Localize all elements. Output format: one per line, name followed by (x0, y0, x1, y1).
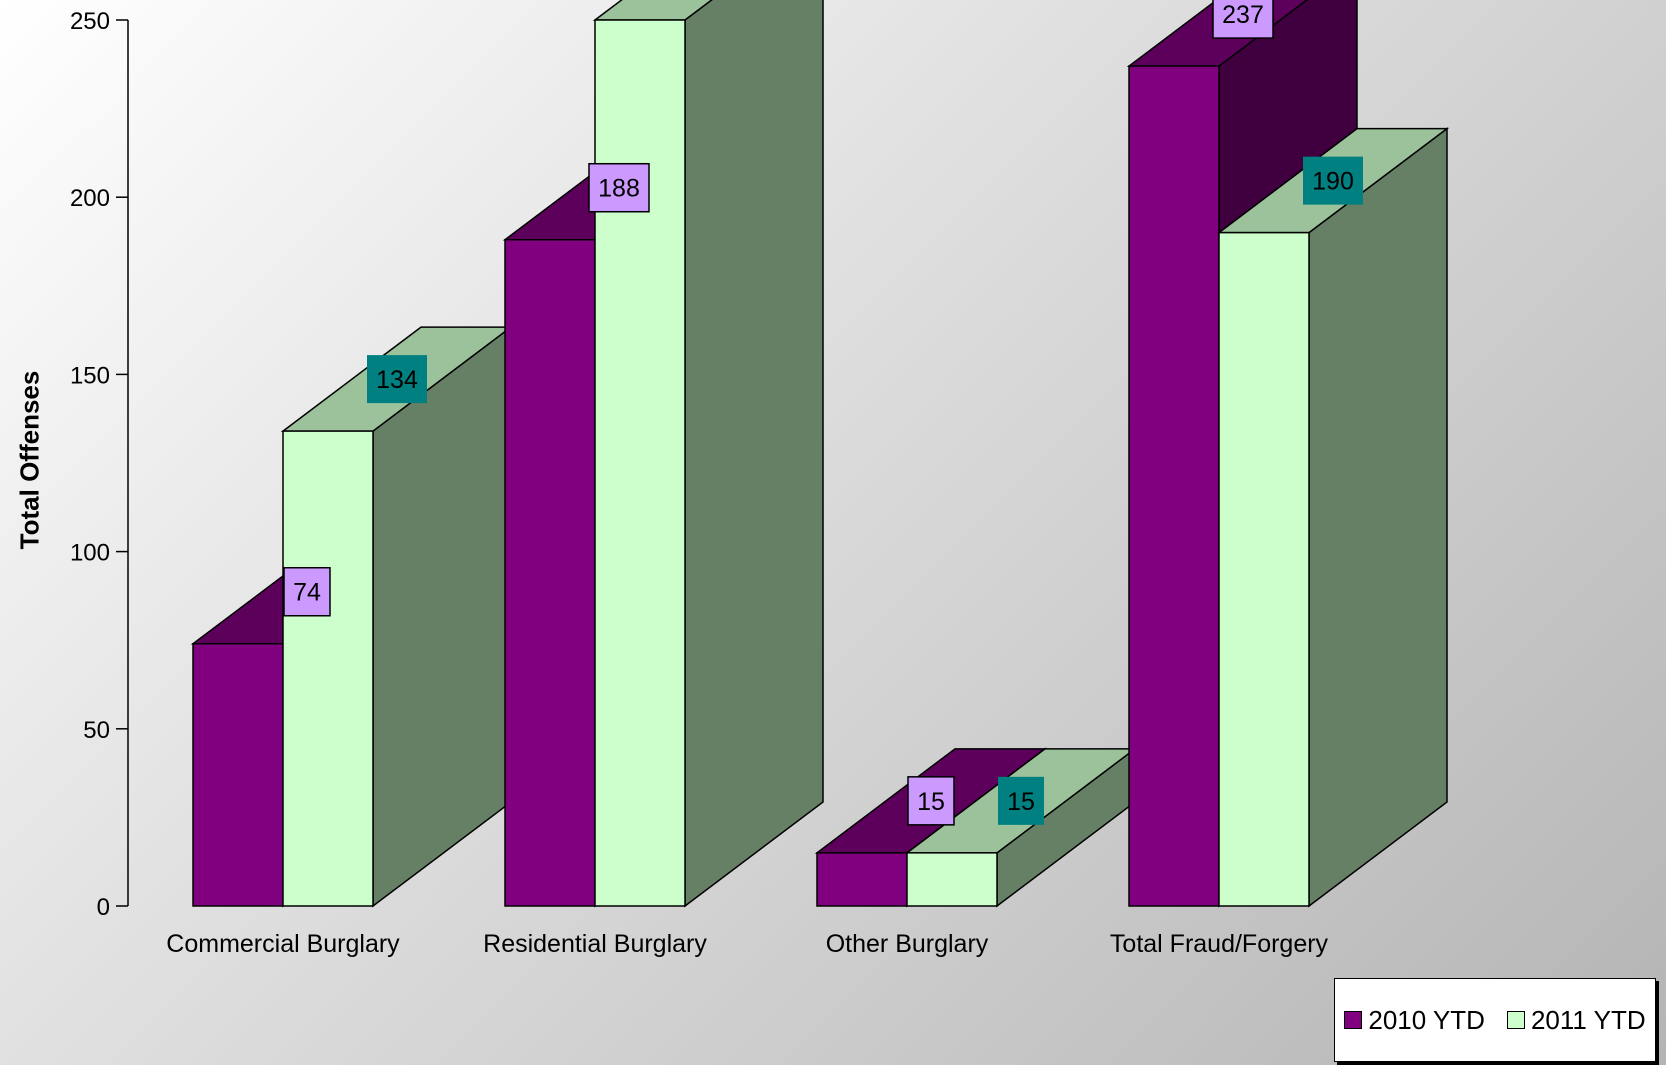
data-label-value: 190 (1312, 168, 1354, 196)
data-label: 15 (998, 776, 1044, 825)
legend-swatch-series-0 (1344, 1011, 1363, 1029)
y-tick-label: 50 (83, 717, 110, 744)
data-label: 134 (367, 355, 427, 404)
data-label-box (588, 162, 650, 213)
legend-label-series-1: 2011 YTD (1530, 1004, 1646, 1035)
data-label-box (998, 776, 1044, 825)
data-label: 190 (1303, 156, 1363, 205)
x-category-label: Other Burglary (826, 930, 989, 958)
bar-side-face (1308, 127, 1448, 908)
bar-front-face (504, 238, 596, 907)
bar-front-face (816, 852, 908, 907)
data-label-value: 15 (917, 788, 945, 816)
bar-front-face (906, 852, 998, 907)
y-tick-label: 100 (70, 540, 110, 567)
legend-label-series-0: 2010 YTD (1368, 1004, 1485, 1035)
data-label-box (1303, 156, 1363, 205)
legend: 2010 YTD 2011 YTD (1334, 978, 1656, 1062)
bar-front-face (1218, 231, 1310, 907)
x-category-label: Commercial Burglary (166, 930, 400, 958)
data-label-box (367, 355, 427, 404)
data-label-box (907, 776, 955, 826)
data-label-box (1212, 0, 1274, 39)
data-label: 74 (283, 566, 331, 617)
y-tick-label: 0 (97, 894, 110, 921)
bar-1-1 (592, 0, 824, 908)
legend-swatch-series-1 (1506, 1011, 1525, 1029)
x-category-label: Total Fraud/Forgery (1110, 930, 1329, 958)
data-label-box (283, 566, 331, 617)
data-label-value: 134 (376, 366, 418, 394)
bar-front-face (1128, 65, 1220, 907)
bar-side-face (684, 0, 824, 908)
bar-front-face (594, 19, 686, 907)
data-label-value: 188 (598, 175, 640, 203)
legend-item-series-0: 2010 YTD (1344, 1005, 1485, 1036)
data-label-value: 74 (293, 579, 321, 607)
y-tick-label: 200 (70, 185, 110, 212)
data-label-value: 237 (1222, 1, 1264, 29)
data-label: 237 (1212, 0, 1274, 39)
y-axis-title: Total Offenses (14, 370, 45, 550)
y-tick-label: 250 (70, 8, 110, 35)
data-label-value: 15 (1007, 788, 1035, 816)
legend-item-series-1: 2011 YTD (1506, 1004, 1646, 1036)
bar-3-1 (1216, 127, 1450, 908)
data-label: 188 (588, 162, 650, 213)
y-tick-label: 150 (70, 362, 110, 389)
x-category-label: Residential Burglary (483, 930, 707, 958)
bar-front-face (282, 430, 374, 907)
data-label: 15 (907, 776, 955, 826)
bar-0-1 (280, 325, 514, 908)
bar-front-face (192, 642, 284, 907)
